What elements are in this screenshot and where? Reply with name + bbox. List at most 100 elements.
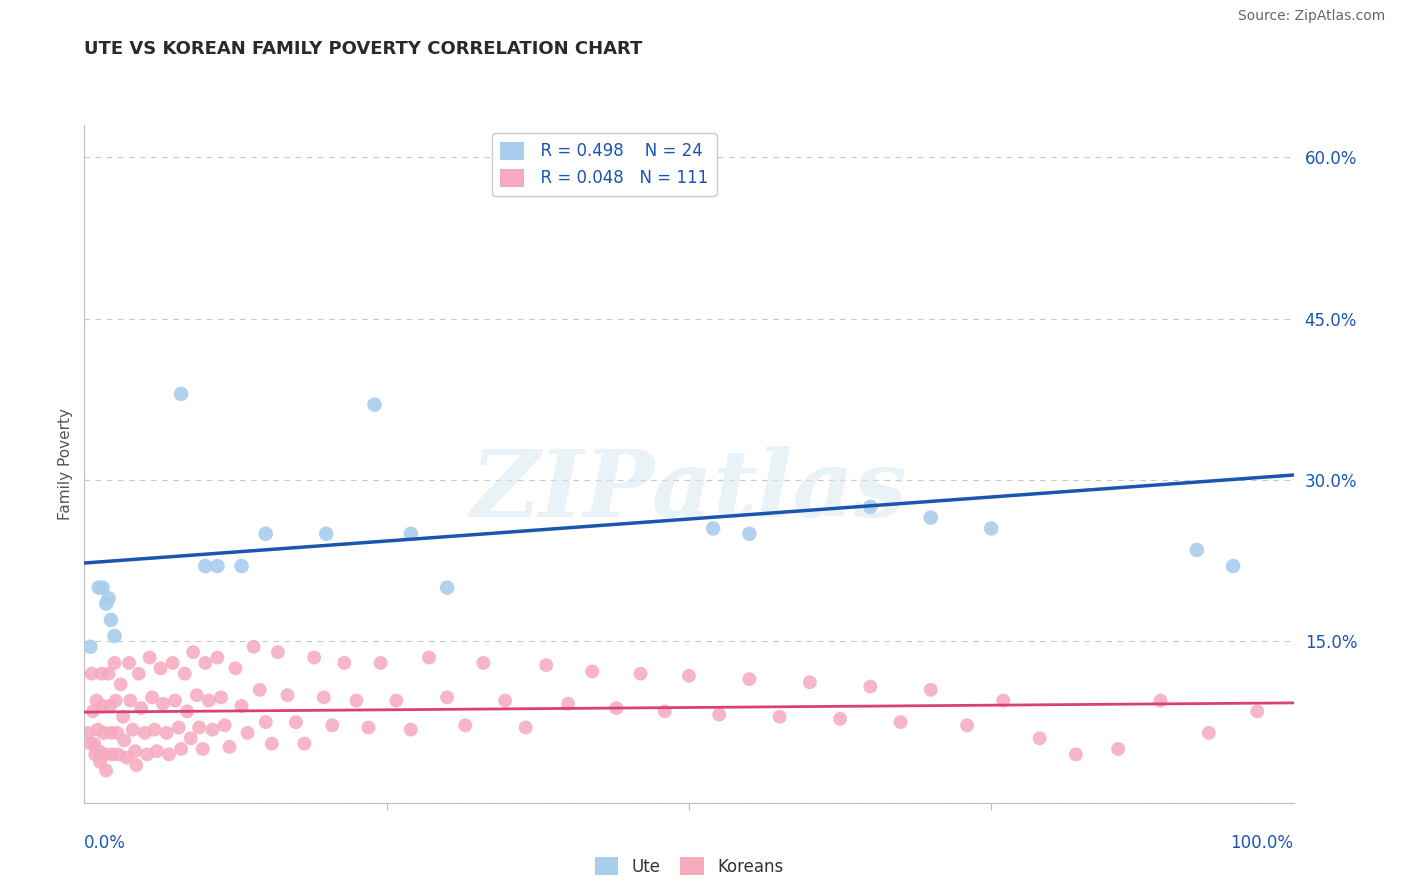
Point: [180, 731, 202, 746]
Point: [605, 701, 627, 715]
Point: [436, 581, 458, 595]
Point: [90, 666, 112, 681]
Point: [89, 755, 111, 769]
Point: [104, 629, 127, 643]
Point: [738, 526, 761, 541]
Point: [494, 693, 516, 707]
Point: [163, 693, 186, 707]
Point: [105, 726, 128, 740]
Point: [87, 581, 110, 595]
Point: [536, 658, 558, 673]
Point: [1107, 742, 1129, 756]
Point: [98, 698, 121, 713]
Point: [100, 613, 122, 627]
Point: [181, 645, 204, 659]
Point: [207, 650, 229, 665]
Point: [859, 680, 882, 694]
Point: [110, 677, 132, 691]
Point: [82, 704, 104, 718]
Point: [107, 747, 129, 762]
Text: 100.0%: 100.0%: [1230, 834, 1294, 852]
Point: [581, 665, 603, 679]
Point: [138, 650, 160, 665]
Point: [94, 747, 117, 762]
Point: [134, 726, 156, 740]
Point: [176, 704, 198, 718]
Point: [709, 707, 731, 722]
Point: [79, 737, 101, 751]
Point: [112, 709, 135, 723]
Point: [399, 723, 422, 737]
Point: [167, 721, 190, 735]
Point: [201, 723, 224, 737]
Point: [276, 688, 298, 702]
Point: [236, 726, 259, 740]
Point: [104, 693, 127, 707]
Point: [993, 693, 1015, 707]
Point: [124, 744, 146, 758]
Point: [91, 698, 114, 713]
Point: [654, 704, 676, 718]
Point: [315, 526, 337, 541]
Point: [231, 698, 253, 713]
Point: [198, 693, 221, 707]
Point: [363, 398, 385, 412]
Point: [94, 597, 117, 611]
Point: [385, 693, 408, 707]
Point: [859, 500, 882, 514]
Point: [738, 672, 761, 686]
Y-axis label: Family Poverty: Family Poverty: [58, 408, 73, 520]
Point: [209, 690, 232, 705]
Point: [920, 510, 942, 524]
Point: [194, 559, 217, 574]
Point: [333, 656, 356, 670]
Point: [162, 656, 184, 670]
Point: [79, 640, 101, 654]
Point: [830, 712, 852, 726]
Point: [97, 591, 120, 606]
Point: [170, 387, 193, 401]
Point: [149, 661, 172, 675]
Point: [454, 718, 477, 732]
Point: [170, 742, 193, 756]
Point: [557, 697, 579, 711]
Point: [173, 666, 195, 681]
Point: [702, 521, 724, 535]
Point: [1149, 693, 1171, 707]
Text: ZIPatlas: ZIPatlas: [471, 446, 907, 536]
Point: [121, 723, 143, 737]
Point: [399, 526, 422, 541]
Point: [91, 581, 114, 595]
Point: [141, 690, 163, 705]
Point: [104, 656, 127, 670]
Point: [321, 718, 343, 732]
Legend: Ute, Koreans: Ute, Koreans: [588, 851, 790, 882]
Point: [207, 559, 229, 574]
Point: [302, 650, 325, 665]
Point: [128, 666, 150, 681]
Point: [1064, 747, 1087, 762]
Point: [186, 688, 208, 702]
Point: [129, 701, 152, 715]
Point: [80, 666, 103, 681]
Point: [260, 737, 283, 751]
Point: [115, 750, 138, 764]
Point: [956, 718, 979, 732]
Point: [254, 526, 277, 541]
Point: [890, 715, 912, 730]
Point: [920, 682, 942, 697]
Point: [980, 521, 1002, 535]
Point: [249, 682, 271, 697]
Point: [101, 747, 124, 762]
Point: [194, 656, 217, 670]
Point: [86, 693, 108, 707]
Point: [242, 640, 264, 654]
Point: [357, 721, 380, 735]
Point: [630, 666, 652, 681]
Point: [218, 739, 240, 754]
Point: [1222, 559, 1244, 574]
Text: UTE VS KOREAN FAMILY POVERTY CORRELATION CHART: UTE VS KOREAN FAMILY POVERTY CORRELATION…: [84, 40, 643, 58]
Point: [83, 737, 105, 751]
Point: [768, 709, 790, 723]
Point: [214, 718, 236, 732]
